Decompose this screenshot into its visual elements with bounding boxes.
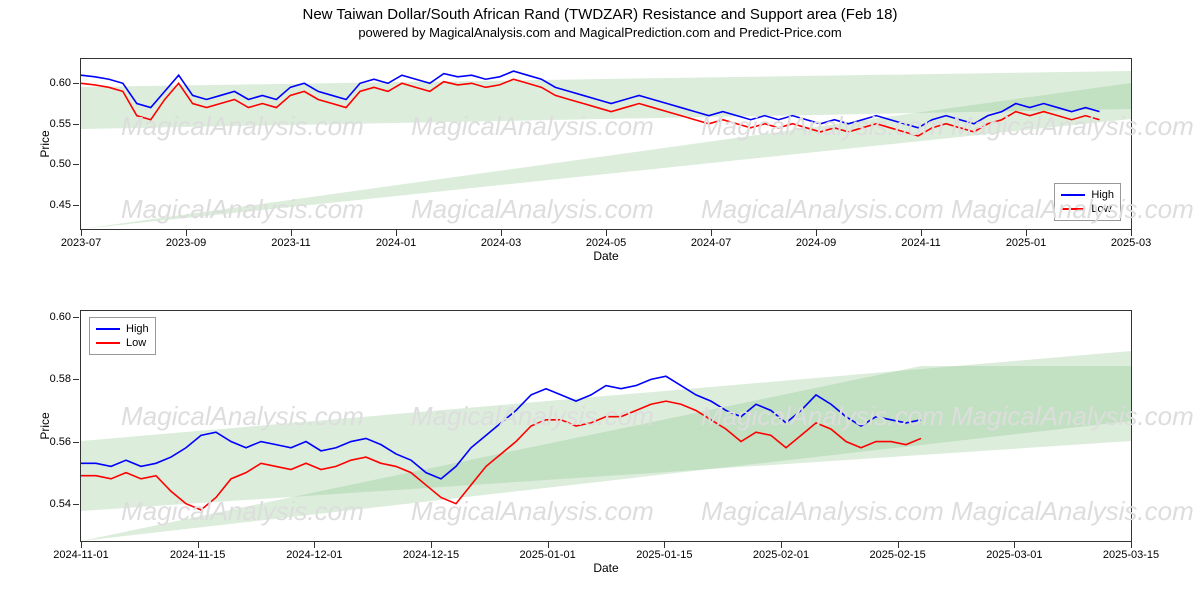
legend-top: High Low (1054, 183, 1121, 221)
legend-line-icon (96, 342, 120, 344)
x-tick-label: 2023-09 (166, 229, 206, 249)
x-tick-label: 2025-02-01 (753, 541, 809, 561)
legend-item: Low (1061, 202, 1114, 216)
x-tick-label: 2024-12-01 (286, 541, 342, 561)
chart-bottom-plot (81, 311, 1131, 541)
legend-item: High (1061, 188, 1114, 202)
x-tick-label: 2024-03 (481, 229, 521, 249)
x-tick-label: 2025-03 (1111, 229, 1151, 249)
x-tick-label: 2025-03-15 (1103, 541, 1159, 561)
legend-line-icon (1061, 208, 1085, 210)
x-tick-label: 2024-11-01 (53, 541, 108, 561)
y-tick-label: 0.54 (50, 498, 81, 510)
x-axis-label: Date (593, 249, 618, 263)
legend-line-icon (96, 328, 120, 330)
legend-label: Low (126, 337, 146, 349)
x-tick-label: 2025-03-01 (986, 541, 1042, 561)
legend-label: High (126, 323, 149, 335)
y-tick-label: 0.56 (50, 436, 81, 448)
y-axis-label: Price (38, 130, 52, 157)
chart-subtitle: powered by MagicalAnalysis.com and Magic… (0, 23, 1200, 44)
x-tick-label: 2024-11-15 (170, 541, 225, 561)
y-tick-label: 0.55 (50, 118, 81, 130)
x-tick-label: 2024-05 (586, 229, 626, 249)
x-tick-label: 2025-01-15 (636, 541, 692, 561)
legend-bottom: High Low (89, 317, 156, 355)
chart-bottom: Price Date HighLow 0.540.560.580.602024-… (80, 310, 1132, 542)
legend-label: High (1091, 189, 1114, 201)
x-tick-label: 2023-07 (61, 229, 101, 249)
y-tick-label: 0.58 (50, 373, 81, 385)
y-tick-label: 0.45 (50, 199, 81, 211)
chart-top-plot (81, 59, 1131, 229)
x-tick-label: 2024-07 (691, 229, 731, 249)
chart-top: Price Date HighLow 0.450.500.550.602023-… (80, 58, 1132, 230)
x-tick-label: 2024-01 (376, 229, 416, 249)
x-tick-label: 2025-02-15 (870, 541, 926, 561)
legend-item: High (96, 322, 149, 336)
chart-title: New Taiwan Dollar/South African Rand (TW… (0, 0, 1200, 23)
legend-item: Low (96, 336, 149, 350)
x-tick-label: 2024-11 (901, 229, 941, 249)
x-tick-label: 2025-01-01 (520, 541, 576, 561)
y-tick-label: 0.60 (50, 311, 81, 323)
x-tick-label: 2024-09 (796, 229, 836, 249)
x-tick-label: 2025-01 (1006, 229, 1046, 249)
legend-line-icon (1061, 194, 1085, 196)
x-tick-label: 2023-11 (271, 229, 311, 249)
legend-label: Low (1091, 203, 1111, 215)
y-tick-label: 0.60 (50, 77, 81, 89)
y-tick-label: 0.50 (50, 158, 81, 170)
x-tick-label: 2024-12-15 (403, 541, 459, 561)
x-axis-label: Date (593, 561, 618, 575)
